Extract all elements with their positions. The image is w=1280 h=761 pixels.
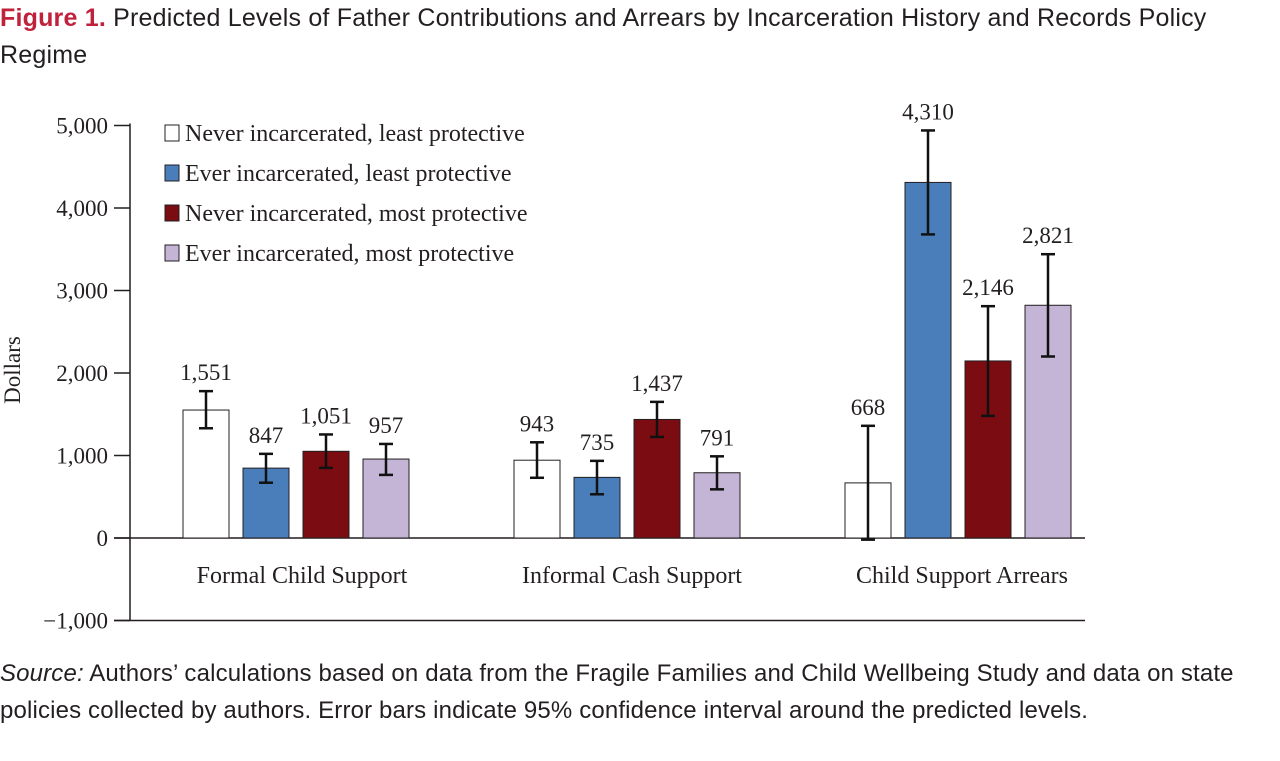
bar-value-label: 1,437 [631,371,683,396]
legend-label: Ever incarcerated, least protective [185,161,511,187]
source-label: Source: [0,660,84,687]
bar-value-label: 668 [851,395,886,420]
source-note: Source: Authors’ calculations based on d… [0,655,1278,729]
legend-swatch [164,164,180,182]
source-text: Authors’ calculations based on data from… [0,660,1234,724]
bar-value-label: 1,051 [300,403,352,428]
chart-data-labels: 1,551 943 668 847 735 4,310 1,051 1,437 2,146 957… [180,99,1074,454]
bar-value-label: 2,146 [962,275,1014,300]
y-tick-label: 2,000 [56,361,108,386]
y-tick-label: 5,000 [56,114,108,139]
figure-title: Predicted Levels of Father Contributions… [0,4,1207,69]
legend-swatch [164,124,180,142]
y-tick-label: 4,000 [56,196,108,221]
legend-label: Ever incarcerated, most protective [185,241,514,267]
bar [182,409,230,539]
category-label: Formal Child Support [197,563,408,589]
category-label: Informal Cash Support [522,563,742,589]
category-label: Child Support Arrears [856,563,1068,589]
y-tick-label: 1,000 [56,444,108,469]
chart-axes: −1,000 0 1,000 2,000 3,000 4,000 5,000 Dollars F… [0,114,1085,634]
figure-label: Figure 1. [0,4,106,32]
y-tick-label: 0 [97,526,109,551]
bar-value-label: 4,310 [902,99,954,124]
bar [904,181,952,539]
y-tick-label: 3,000 [56,279,108,304]
y-tick-label: −1,000 [43,609,108,634]
bar-chart: −1,000 0 1,000 2,000 3,000 4,000 5,000 Dollars F… [0,99,1085,634]
y-axis-title: Dollars [0,336,25,404]
figure-caption: Figure 1. Predicted Levels of Father Con… [0,0,1278,74]
bar-value-label: 2,821 [1022,223,1074,248]
bar-value-label: 735 [580,430,615,455]
chart-bars [182,129,1072,541]
bar-value-label: 943 [520,411,555,436]
bar-value-label: 1,551 [180,360,232,385]
legend-swatch [164,244,180,262]
legend-label: Never incarcerated, most protective [185,201,528,227]
bar-value-label: 847 [249,423,284,448]
bar [633,418,681,539]
bar-value-label: 791 [700,425,735,450]
legend-swatch [164,204,180,222]
bar-value-label: 957 [369,413,404,438]
chart-legend: Never incarcerated, least protective Ever… [164,121,528,267]
legend-label: Never incarcerated, least protective [185,121,525,147]
